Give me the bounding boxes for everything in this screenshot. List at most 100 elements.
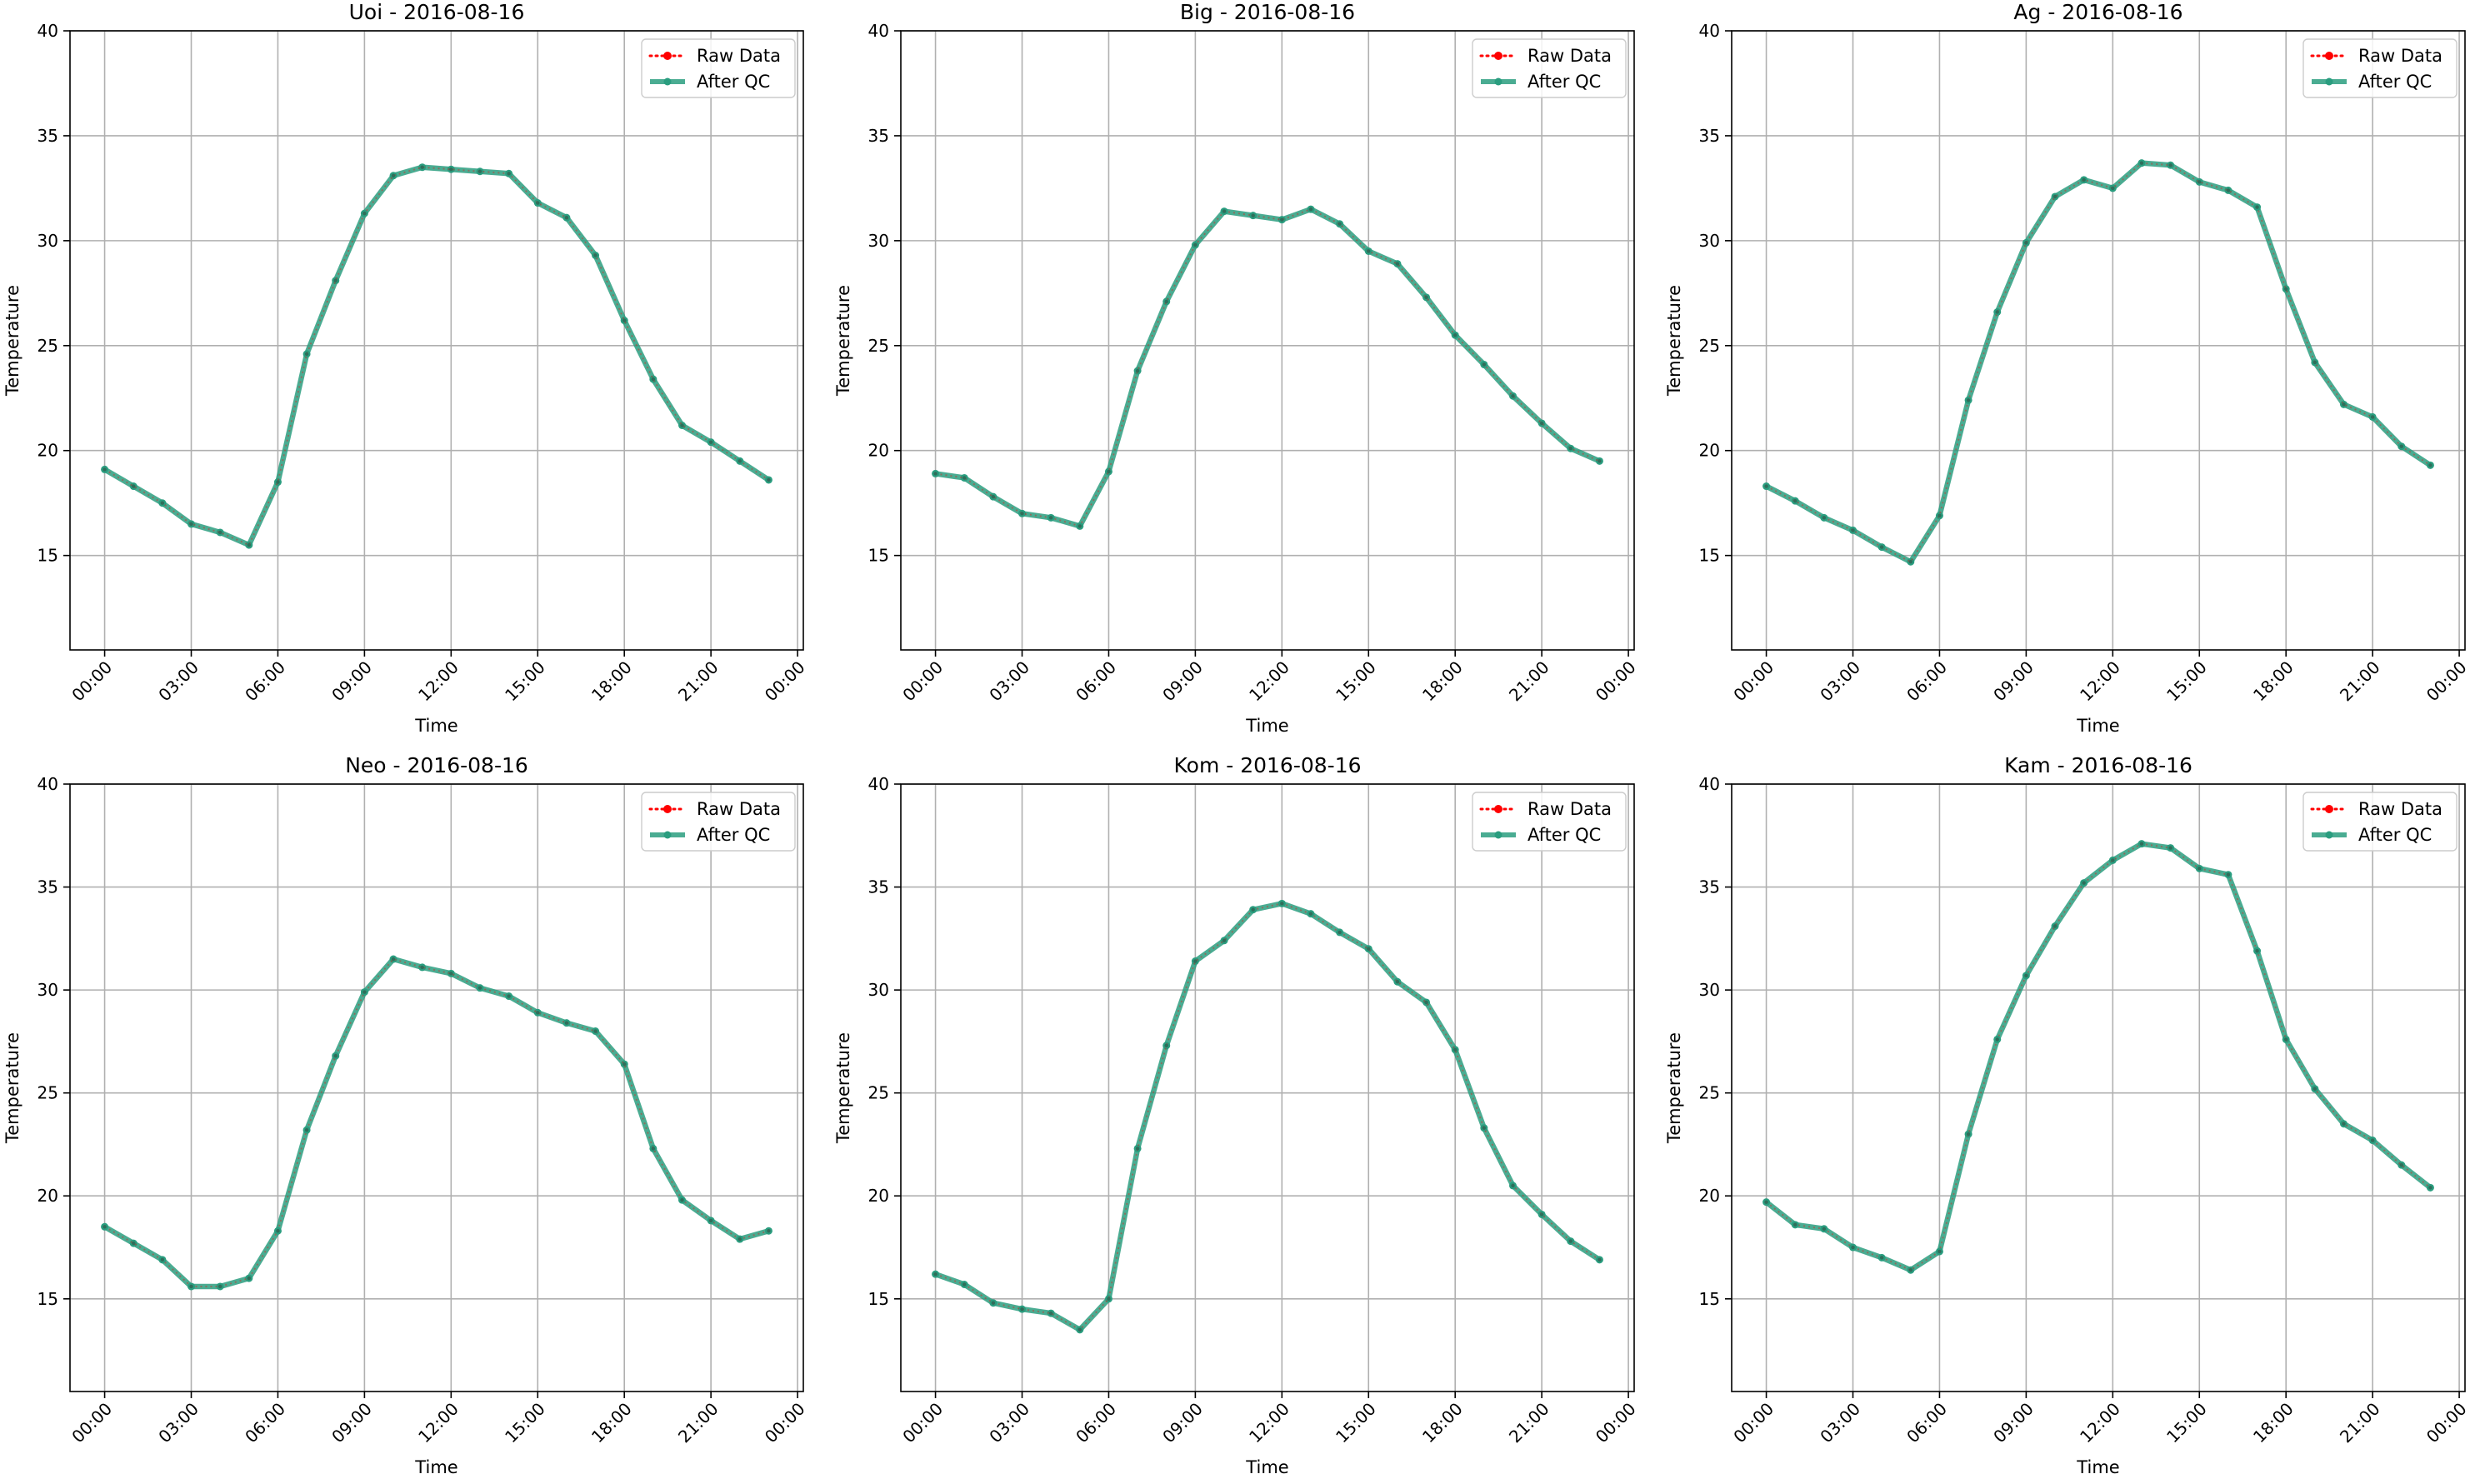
- legend: Raw Data After QC: [1472, 38, 1627, 98]
- x-tick-label: 00:00: [2422, 657, 2471, 706]
- raw-data-point: [1280, 902, 1284, 906]
- y-tick-label: 15: [868, 546, 889, 566]
- raw-data-point: [1135, 368, 1140, 373]
- legend-qc-marker: [1494, 77, 1502, 86]
- raw-data-point: [2111, 858, 2115, 862]
- raw-data-point: [738, 459, 742, 463]
- legend-raw-label: Raw Data: [2358, 46, 2442, 66]
- y-tick-label: 25: [38, 336, 58, 356]
- y-axis-label: Temperature: [2, 285, 22, 397]
- x-tick-label: 00:00: [1729, 1399, 1778, 1447]
- raw-data-point: [564, 215, 569, 220]
- raw-data-point: [1308, 207, 1313, 212]
- raw-data-point: [991, 494, 996, 499]
- x-tick-label: 03:00: [985, 657, 1033, 706]
- axes-frame: [900, 30, 1635, 651]
- x-tick-label: 18:00: [588, 1399, 636, 1447]
- raw-data-point: [1020, 1307, 1024, 1312]
- x-axis-label: Time: [414, 716, 458, 736]
- y-axis-label: Temperature: [1664, 1032, 1684, 1144]
- raw-data-point: [2139, 842, 2144, 846]
- after-qc-line: [102, 164, 772, 548]
- raw-data-point: [247, 542, 252, 547]
- panel-3: Neo - 2016-08-16 15 20 25 30 35 40 00:00 03:00 06…: [2, 753, 809, 1477]
- y-tick-label: 35: [38, 877, 58, 897]
- panel-title: Kam - 2016-08-16: [2004, 753, 2192, 777]
- axes-frame: [69, 30, 804, 651]
- raw-data-point: [767, 477, 771, 482]
- raw-data-point: [1793, 498, 1798, 503]
- raw-data-point: [2052, 194, 2058, 199]
- x-tick-label: 18:00: [588, 657, 636, 706]
- raw-data-point: [1107, 1297, 1111, 1301]
- raw-data-point: [276, 1229, 280, 1233]
- x-tick-label: 15:00: [501, 1399, 549, 1447]
- legend-raw-label: Raw Data: [1528, 799, 1612, 819]
- raw-data-point: [1822, 516, 1827, 520]
- y-tick-label: 25: [868, 1083, 889, 1103]
- y-tick-label: 40: [38, 21, 58, 41]
- raw-data-point: [1966, 398, 1971, 402]
- y-tick-label: 30: [868, 231, 889, 251]
- raw-data-point: [2024, 241, 2028, 245]
- y-tick-label: 40: [868, 21, 889, 41]
- raw-data-point: [1193, 959, 1198, 963]
- y-tick-label: 35: [1699, 126, 1720, 146]
- raw-data-point: [160, 1257, 165, 1262]
- raw-data-point: [2428, 463, 2432, 467]
- raw-data-point: [767, 1229, 771, 1233]
- x-tick-label: 09:00: [1989, 657, 2038, 706]
- raw-data-point: [1851, 1245, 1855, 1250]
- y-axis-label: Temperature: [833, 1032, 853, 1144]
- raw-data-point: [304, 1127, 309, 1132]
- legend-qc-label: After QC: [697, 72, 770, 92]
- series-raw-data: [1764, 842, 2432, 1272]
- x-tick-label: 03:00: [1816, 1399, 1864, 1447]
- raw-data-point: [708, 1218, 713, 1223]
- x-tick-label: 00:00: [1729, 657, 1778, 706]
- y-tick-label: 25: [868, 336, 889, 356]
- grid: [1732, 783, 2465, 1392]
- raw-data-point: [2283, 1037, 2288, 1042]
- raw-data-point: [2198, 867, 2202, 871]
- raw-data-point: [391, 173, 396, 177]
- raw-data-point: [1164, 1043, 1168, 1048]
- raw-data-point: [1020, 512, 1024, 516]
- raw-data-point: [1938, 513, 1942, 518]
- raw-data-point: [1164, 299, 1168, 304]
- raw-data-point: [1308, 912, 1313, 916]
- x-tick-label: 21:00: [674, 657, 722, 706]
- raw-data-point: [1851, 528, 1855, 532]
- x-tick-label: 12:00: [414, 657, 462, 706]
- x-tick-label: 21:00: [1505, 657, 1553, 706]
- x-tick-label: 09:00: [328, 1399, 376, 1447]
- legend-raw-label: Raw Data: [1528, 46, 1612, 66]
- raw-data-point: [962, 1282, 967, 1287]
- raw-data-point: [420, 165, 424, 169]
- raw-data-point: [1482, 1126, 1487, 1130]
- x-axis-label: Time: [2076, 1457, 2119, 1477]
- panel-title: Ag - 2016-08-16: [2013, 0, 2182, 24]
- raw-data-point: [1539, 1212, 1544, 1217]
- raw-data-point: [362, 211, 367, 216]
- legend-raw-marker: [2325, 52, 2333, 60]
- x-tick-label: 06:00: [241, 657, 289, 706]
- legend: Raw Data After QC: [641, 792, 796, 852]
- x-tick-label: 18:00: [2249, 1399, 2298, 1447]
- raw-data-point: [1764, 484, 1768, 488]
- y-tick-label: 35: [1699, 877, 1720, 897]
- raw-data-point: [1395, 262, 1400, 266]
- raw-data-point: [593, 253, 598, 257]
- raw-data-point: [2342, 402, 2346, 407]
- series-raw-data: [933, 207, 1602, 528]
- x-tick-label: 03:00: [154, 657, 202, 706]
- y-tick-label: 20: [38, 1186, 58, 1206]
- legend: Raw Data After QC: [1472, 792, 1627, 852]
- raw-data-point: [391, 957, 396, 962]
- raw-data-point: [1452, 333, 1458, 337]
- raw-data-point: [189, 1284, 193, 1289]
- x-tick-label: 03:00: [985, 1399, 1033, 1447]
- y-tick-label: 25: [38, 1083, 58, 1103]
- grid: [901, 783, 1634, 1392]
- panel-4: Kom - 2016-08-16 15 20 25 30 35 40 00:00 03:00 06…: [833, 753, 1640, 1477]
